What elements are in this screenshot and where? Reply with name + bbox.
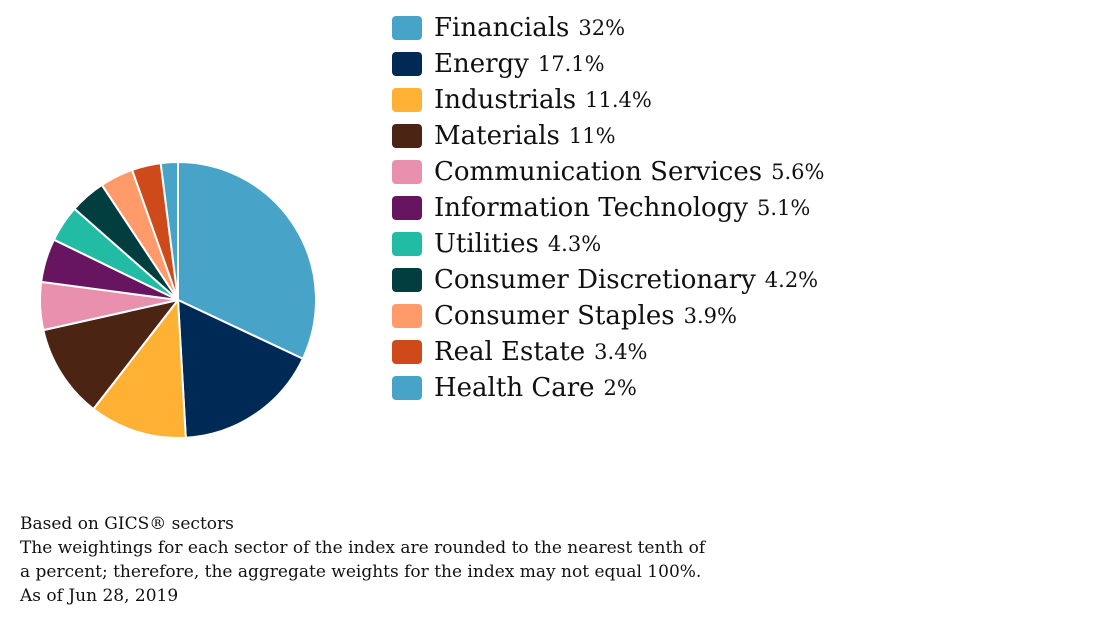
legend-label: Financials [434,13,570,43]
legend-swatch [392,196,422,220]
legend-swatch [392,88,422,112]
legend-item: Financials 32% [392,10,952,46]
legend-percentage: 3.9% [683,304,737,328]
legend-percentage: 5.1% [757,196,811,220]
legend-percentage: 32% [578,16,626,40]
legend-percentage: 3.4% [594,340,648,364]
legend-label: Materials [434,121,560,151]
pie-slice-financials [177,161,317,360]
sector-pie-chart [39,161,317,439]
legend-label: Information Technology [434,193,749,223]
legend-percentage: 2% [603,376,637,400]
legend-label: Communication Services [434,157,763,187]
pie-slice-materials [42,299,179,411]
legend-item: Consumer Staples 3.9% [392,298,952,334]
legend-label: Industrials [434,85,577,115]
legend-label: Utilities [434,229,539,259]
legend-item: Real Estate 3.4% [392,334,952,370]
footnote-rounding-1: The weightings for each sector of the in… [20,538,706,558]
chart-legend: Financials 32% Energy 17.1% Industrials 11.4%… [392,10,952,406]
legend-swatch [392,304,422,328]
footnote-rounding-2: a percent; therefore, the aggregate weig… [20,562,702,582]
footnotes: Based on GICS® sectors The weightings fo… [20,512,820,608]
legend-percentage: 4.2% [764,268,819,292]
footnote-gics: Based on GICS® sectors [20,514,234,534]
legend-swatch [392,124,422,148]
legend-percentage: 5.6% [771,160,825,184]
legend-swatch [392,232,422,256]
legend-item: Energy 17.1% [392,46,952,82]
legend-label: Health Care [434,373,595,403]
legend-percentage: 11.4% [585,88,652,112]
legend-swatch [392,52,422,76]
legend-swatch [392,160,422,184]
legend-item: Utilities 4.3% [392,226,952,262]
legend-swatch [392,340,422,364]
legend-percentage: 17.1% [537,52,605,76]
legend-item: Consumer Discretionary 4.2% [392,262,952,298]
legend-item: Health Care 2% [392,370,952,406]
pie-slice-industrials [92,299,187,439]
pie-slice-energy [177,299,304,439]
legend-label: Consumer Discretionary [434,265,756,295]
legend-label: Real Estate [434,337,586,367]
legend-label: Energy [434,49,529,79]
footnote-as-of-date: As of Jun 28, 2019 [20,586,179,606]
legend-swatch [392,376,422,400]
legend-item: Materials 11% [392,118,952,154]
legend-percentage: 4.3% [547,232,602,256]
legend-percentage: 11% [568,124,616,148]
legend-item: Information Technology 5.1% [392,190,952,226]
legend-swatch [392,268,422,292]
legend-item: Industrials 11.4% [392,82,952,118]
pie-slice-health-care [159,161,179,301]
legend-label: Consumer Staples [434,301,675,331]
legend-swatch [392,16,422,40]
legend-item: Communication Services 5.6% [392,154,952,190]
